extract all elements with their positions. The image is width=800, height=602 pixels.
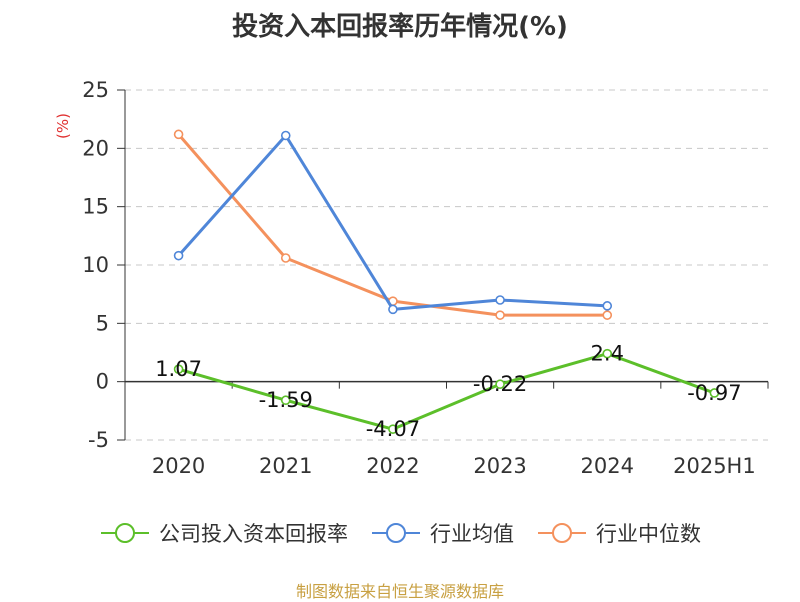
- data-point: [495, 379, 505, 390]
- x-tick-label: 2020: [152, 454, 205, 478]
- data-point: [709, 388, 720, 398]
- x-tick-label: 2023: [473, 454, 526, 478]
- data-label: -1.59: [259, 388, 313, 412]
- legend-item: 行业中位数: [536, 518, 701, 548]
- y-axis-label: (%): [54, 113, 72, 139]
- x-tick-label: 2025H1: [673, 454, 756, 478]
- data-point: [388, 304, 398, 315]
- data-point: [280, 130, 291, 141]
- data-point: [602, 301, 613, 311]
- data-labels: 1.07 -1.59 -4.07 -0.22 2.4 -0.97: [155, 342, 741, 441]
- series-line: [178, 352, 715, 431]
- legend: 公司投入资本回报率 行业均值 行业中位数: [0, 518, 800, 548]
- x-tick-label: 2022: [366, 454, 419, 478]
- data-label: 2.4: [591, 342, 624, 366]
- data-label: -0.22: [473, 372, 527, 396]
- axes: -5 0 5 10 15 20 25 (%) 2020 2021 2022 2023 2024 2025H…: [54, 78, 769, 478]
- legend-label: 公司投入资本回报率: [159, 522, 348, 546]
- y-tick-label: 0: [96, 370, 109, 394]
- legend-label: 行业均值: [430, 522, 514, 546]
- legend-line-marker-icon: [538, 523, 586, 543]
- y-tick-label: 10: [82, 253, 109, 277]
- data-point: [602, 310, 613, 320]
- data-point: [280, 395, 291, 406]
- legend-label: 行业中位数: [596, 522, 701, 546]
- data-point: [602, 348, 613, 359]
- y-tick-label: 5: [96, 311, 109, 335]
- data-point: [173, 129, 184, 140]
- y-tick-label: -5: [88, 428, 109, 452]
- y-tick-label: 20: [82, 136, 109, 160]
- data-point: [388, 424, 398, 434]
- source-note: 制图数据来自恒生聚源数据库: [295, 582, 504, 601]
- data-point: [495, 295, 505, 305]
- legend-item: 公司投入资本回报率: [99, 518, 348, 548]
- legend-line-marker-icon: [101, 523, 149, 543]
- data-point: [173, 364, 184, 374]
- grid-lines: [125, 89, 768, 441]
- data-point: [173, 250, 184, 261]
- series-line: [177, 134, 608, 311]
- data-point: [280, 253, 291, 263]
- y-tick-label: 15: [82, 195, 109, 219]
- chart-title: 投资入本回报率历年情况(%): [232, 12, 568, 42]
- data-point: [495, 310, 505, 320]
- data-label: -0.97: [687, 381, 741, 405]
- data-label: 1.07: [155, 357, 202, 381]
- legend-item: 行业均值: [370, 518, 514, 548]
- y-tick-label: 25: [82, 78, 109, 102]
- data-label: -4.07: [366, 417, 420, 441]
- legend-line-marker-icon: [372, 523, 420, 543]
- series-line: [177, 133, 608, 317]
- x-tick-label: 2021: [259, 454, 312, 478]
- series-lines: [173, 129, 720, 434]
- x-tick-label: 2024: [581, 454, 634, 478]
